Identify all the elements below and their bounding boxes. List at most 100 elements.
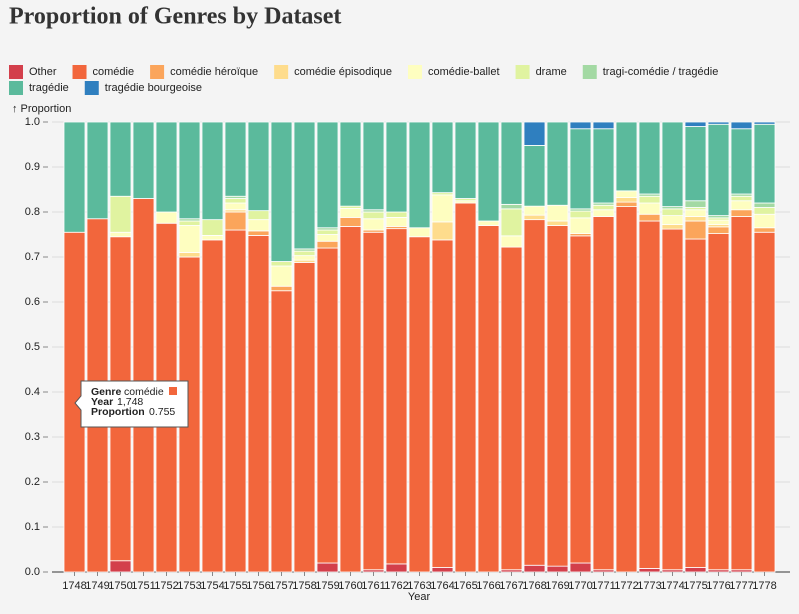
bar-segment: [224, 198, 247, 204]
bar-segment: [500, 208, 523, 237]
x-tick-label: 1752: [154, 580, 178, 592]
bar-segment: [224, 211, 247, 231]
bar-segment: [684, 121, 707, 127]
x-tick-label: 1753: [177, 580, 201, 592]
bar-segment: [247, 234, 270, 573]
tooltip-box: [74, 380, 189, 428]
bar-segment: [109, 231, 132, 238]
bar-segment: [523, 144, 546, 207]
legend-label: comédie héroïque: [170, 66, 258, 78]
bar-segment: [546, 121, 569, 206]
tooltip-value: comédie: [124, 386, 164, 398]
bar-segment: [155, 211, 178, 224]
x-tick-label: 1776: [706, 580, 730, 592]
bar-segment: [753, 231, 776, 573]
bar-segment: [316, 240, 339, 249]
x-tick-label: 1763: [407, 580, 431, 592]
legend-swatch: [9, 81, 23, 95]
y-tick-label: 0.9: [25, 161, 40, 173]
bar-segment: [500, 121, 523, 205]
x-tick-label: 1773: [637, 580, 661, 592]
legend-label: comédie: [93, 66, 135, 78]
x-tick-label: 1775: [683, 580, 707, 592]
bar-segment: [500, 235, 523, 248]
bar-segment: [730, 216, 753, 571]
legend-swatch: [582, 65, 597, 79]
bar-segment: [270, 261, 293, 267]
bar-segment: [684, 567, 707, 573]
x-tick-label: 1755: [223, 580, 247, 592]
x-tick-label: 1758: [292, 580, 316, 592]
bar-segment: [592, 209, 615, 217]
bar-segment: [500, 203, 523, 210]
bar-segment: [615, 197, 638, 203]
bar-segment: [362, 231, 385, 571]
bar-segment: [638, 121, 661, 195]
x-tick-label: 1748: [62, 580, 86, 592]
x-tick-label: 1765: [453, 580, 477, 592]
bar-segment: [270, 290, 293, 573]
bar-segment: [385, 216, 408, 227]
tooltip: Genre comédie Year 1,748 Proportion 0.75…: [74, 380, 189, 428]
bar-segment: [661, 208, 684, 217]
bar-segment: [707, 121, 730, 125]
legend-label: tragi-comédie / tragédie: [603, 66, 719, 78]
x-tick-label: 1757: [269, 580, 293, 592]
bar-segment: [753, 207, 776, 215]
plot-area: Other comédie comédie héroïque comédie épis…: [9, 65, 790, 592]
x-tick-label: 1750: [108, 580, 132, 592]
bar-segment: [523, 564, 546, 573]
bar-segment: [431, 239, 454, 568]
bar-segment: [63, 121, 86, 233]
bar-segment: [316, 562, 339, 573]
bar-segment: [615, 206, 638, 573]
bar-segment: [661, 215, 684, 226]
bar-segment: [132, 121, 155, 199]
bar-segment: [178, 121, 201, 220]
bar-segment: [293, 121, 316, 250]
legend-swatch: [9, 65, 23, 79]
bar-segment: [523, 205, 546, 216]
bar-segment: [270, 121, 293, 262]
legend-swatch: [515, 65, 530, 79]
bar-segment: [684, 220, 707, 240]
bar-segment: [753, 121, 776, 125]
legend-swatch: [408, 65, 423, 79]
legend-swatch: [150, 65, 165, 79]
bar-segment: [270, 265, 293, 287]
bar-segment: [431, 221, 454, 241]
bar-segment: [592, 128, 615, 204]
x-tick-label: 1761: [361, 580, 385, 592]
bar-segment: [615, 190, 638, 199]
bar-segment: [730, 195, 753, 202]
bar-segment: [500, 246, 523, 571]
bar-segment: [316, 247, 339, 564]
legend-label: drame: [536, 66, 567, 78]
bar-segment: [638, 213, 661, 222]
bar-segment: [730, 200, 753, 211]
bar-segment: [684, 216, 707, 222]
x-tick-label: 1759: [315, 580, 339, 592]
bar-segment: [707, 123, 730, 216]
bar-segment: [247, 121, 270, 212]
bar-segment: [477, 220, 500, 226]
legend-swatch: [84, 81, 99, 95]
bar-segment: [178, 220, 201, 226]
bar-segment: [523, 121, 546, 146]
bar-segment: [178, 252, 201, 258]
bar-segment: [224, 202, 247, 211]
bar-segment: [362, 211, 385, 220]
bar-segment: [178, 225, 201, 253]
bar-segment: [293, 255, 316, 261]
x-tick-label: 1751: [131, 580, 155, 592]
bar-segment: [201, 239, 224, 573]
bar-segment: [316, 121, 339, 229]
bar-segment: [339, 216, 362, 227]
tooltip-value: 1,748: [117, 396, 143, 408]
x-tick-label: 1774: [660, 580, 684, 592]
bar-segment: [707, 219, 730, 226]
x-tick-label: 1762: [384, 580, 408, 592]
tooltip-swatch: [169, 387, 177, 395]
x-tick-label: 1749: [85, 580, 109, 592]
y-tick-label: 0.8: [25, 206, 40, 218]
